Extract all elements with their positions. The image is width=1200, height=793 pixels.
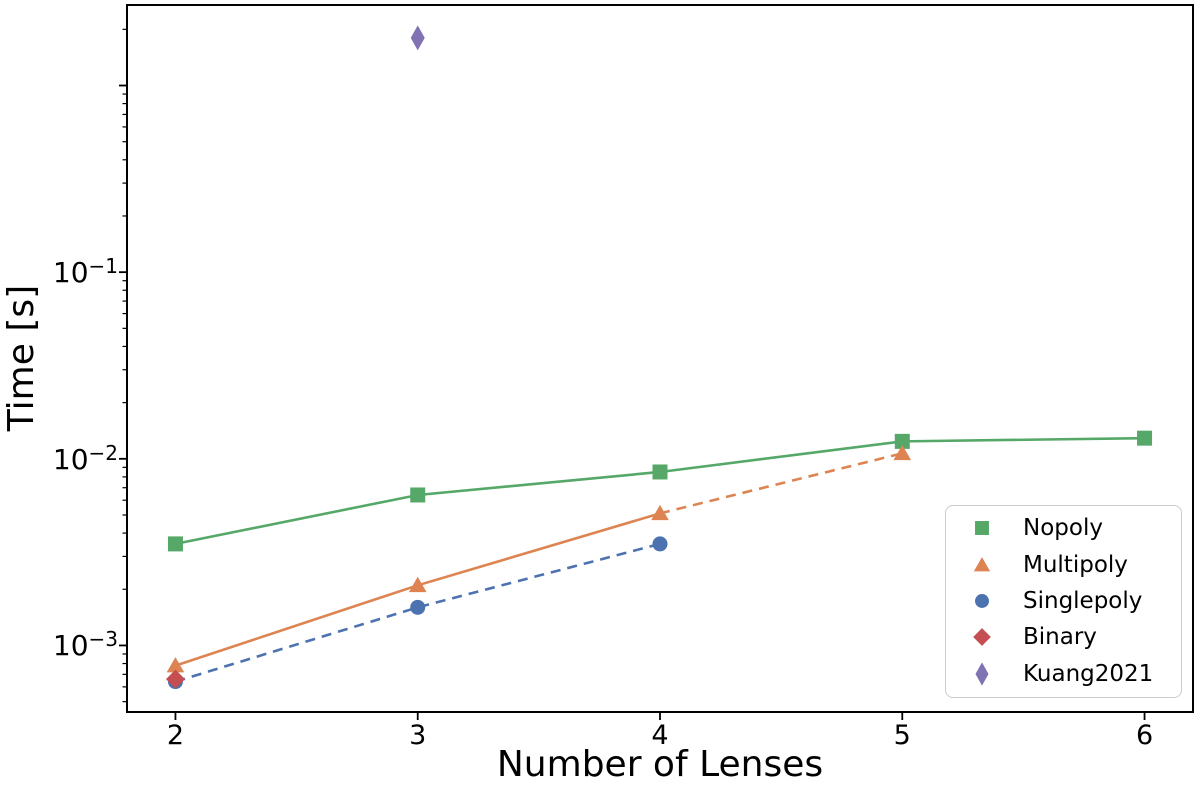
y-tick-label: 10−1 (0, 256, 118, 287)
x-tick-label: 3 (409, 720, 427, 751)
legend-item-nopoly: Nopoly (946, 510, 1181, 546)
square-marker-icon (410, 487, 426, 503)
legend: Nopoly Multipoly Singlepoly Binary Kuang2021 (945, 505, 1182, 698)
triangle-up-marker-icon (893, 444, 912, 461)
multipoly-line-dashed (659, 452, 903, 515)
y-tick-base: 10 (52, 442, 89, 476)
y-tick-label: 10−2 (0, 443, 118, 474)
y-tick-exponent: −1 (88, 254, 118, 279)
triangle-up-marker-icon (408, 576, 427, 593)
legend-label: Binary (1023, 624, 1097, 651)
legend-item-singlepoly: Singlepoly (946, 583, 1181, 619)
circle-marker-icon (652, 536, 668, 552)
triangle-up-marker-icon (973, 556, 991, 571)
thin-diamond-marker-icon (410, 25, 425, 51)
singlepoly-circle-icon (975, 593, 989, 608)
square-marker-icon (1137, 430, 1153, 446)
thin-diamond-marker-icon (975, 662, 989, 686)
binary-diamond-icon (973, 628, 991, 647)
y-tick-exponent: −2 (88, 440, 118, 465)
y-tick-exponent: −3 (88, 627, 118, 652)
square-marker-icon (652, 464, 668, 480)
circle-marker-icon (975, 593, 989, 608)
legend-item-kuang2021: Kuang2021 (946, 656, 1181, 692)
y-axis-label: Time [s] (1, 284, 42, 432)
x-axis-label: Number of Lenses (496, 744, 824, 785)
legend-label: Nopoly (1023, 515, 1103, 542)
triangle-up-marker-icon (166, 657, 185, 673)
x-tick-label: 6 (1135, 720, 1154, 751)
legend-label: Kuang2021 (1023, 660, 1154, 687)
y-tick-base: 10 (52, 256, 89, 290)
x-tick-label: 4 (651, 720, 669, 751)
multipoly-triangle-up-icon (973, 556, 991, 571)
legend-label: Multipoly (1023, 551, 1128, 578)
square-marker-icon (894, 433, 910, 449)
diamond-marker-icon (973, 628, 991, 647)
square-marker-icon (975, 521, 989, 536)
legend-label: Singlepoly (1023, 587, 1143, 614)
y-tick-base: 10 (52, 629, 89, 663)
nopoly-square-icon (975, 521, 989, 536)
triangle-up-marker-icon (651, 504, 669, 521)
diamond-marker-icon (165, 669, 185, 689)
x-tick-label: 5 (893, 720, 911, 751)
square-marker-icon (167, 536, 183, 552)
legend-item-multipoly: Multipoly (946, 546, 1181, 582)
circle-marker-icon (410, 599, 426, 615)
y-tick-label: 10−3 (0, 629, 118, 660)
x-tick-label: 2 (166, 720, 185, 751)
legend-item-binary: Binary (946, 619, 1181, 655)
kuang2021-thin-diamond-icon (975, 662, 989, 686)
